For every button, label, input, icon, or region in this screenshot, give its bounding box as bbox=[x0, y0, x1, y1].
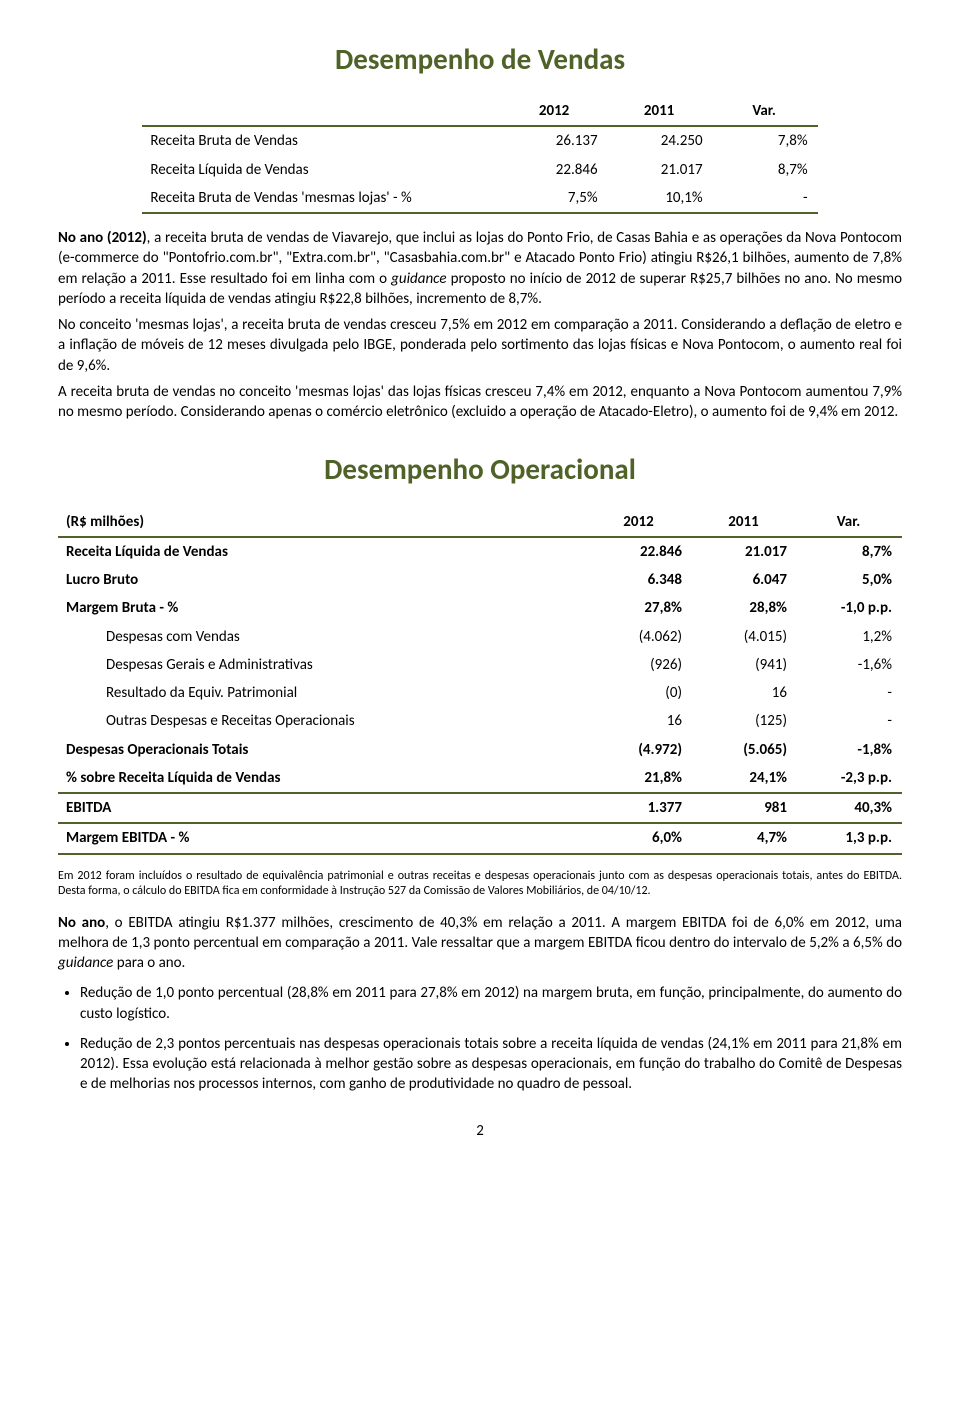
row-label: Despesas com Vendas bbox=[58, 623, 587, 651]
table-row: Receita Bruta de Vendas 'mesmas lojas' -… bbox=[142, 184, 817, 213]
table-row: Receita Líquida de Vendas22.84621.0178,7… bbox=[58, 537, 902, 566]
row-cell: -1,8% bbox=[797, 736, 902, 764]
col-header: 2012 bbox=[587, 508, 692, 537]
row-cell: 16 bbox=[692, 679, 797, 707]
table-row: Despesas Operacionais Totais(4.972)(5.06… bbox=[58, 736, 902, 764]
row-cell: 6.348 bbox=[587, 566, 692, 594]
row-cell: 4,7% bbox=[692, 823, 797, 853]
row-cell: 1.377 bbox=[587, 793, 692, 823]
row-cell: 10,1% bbox=[608, 184, 713, 213]
row-cell: -1,6% bbox=[797, 651, 902, 679]
row-label: Margem Bruta - % bbox=[58, 594, 587, 622]
row-cell: 22.846 bbox=[587, 537, 692, 566]
table-row: Receita Líquida de Vendas22.84621.0178,7… bbox=[142, 156, 817, 184]
col-header bbox=[142, 97, 502, 126]
row-cell: 6,0% bbox=[587, 823, 692, 853]
body-paragraph: No conceito 'mesmas lojas', a receita br… bbox=[58, 315, 902, 376]
bullet-item: Redução de 2,3 pontos percentuais nas de… bbox=[80, 1034, 902, 1095]
row-label: Receita Líquida de Vendas bbox=[58, 537, 587, 566]
table-row: Margem EBITDA - %6,0%4,7%1,3 p.p. bbox=[58, 823, 902, 853]
row-cell: 7,8% bbox=[713, 126, 818, 155]
row-cell: 5,0% bbox=[797, 566, 902, 594]
row-cell: 24.250 bbox=[608, 126, 713, 155]
row-cell: 40,3% bbox=[797, 793, 902, 823]
operational-table: (R$ milhões) 2012 2011 Var. Receita Líqu… bbox=[58, 508, 902, 855]
row-cell: 22.846 bbox=[503, 156, 608, 184]
row-label: Receita Bruta de Vendas 'mesmas lojas' -… bbox=[142, 184, 502, 213]
row-cell: (4.972) bbox=[587, 736, 692, 764]
row-cell: (0) bbox=[587, 679, 692, 707]
row-cell: 1,2% bbox=[797, 623, 902, 651]
table-row: Lucro Bruto6.3486.0475,0% bbox=[58, 566, 902, 594]
row-label: EBITDA bbox=[58, 793, 587, 823]
table-row: Despesas com Vendas(4.062)(4.015)1,2% bbox=[58, 623, 902, 651]
row-cell: 21.017 bbox=[608, 156, 713, 184]
col-header: Var. bbox=[797, 508, 902, 537]
row-cell: 26.137 bbox=[503, 126, 608, 155]
row-cell: - bbox=[713, 184, 818, 213]
row-cell: (926) bbox=[587, 651, 692, 679]
row-cell: 1,3 p.p. bbox=[797, 823, 902, 853]
section1-title: Desempenho de Vendas bbox=[58, 40, 902, 79]
no-ano-lead: No ano bbox=[58, 914, 105, 932]
body-paragraph: No ano (2012), a receita bruta de vendas… bbox=[58, 228, 902, 309]
table-header-row: (R$ milhões) 2012 2011 Var. bbox=[58, 508, 902, 537]
row-label: Lucro Bruto bbox=[58, 566, 587, 594]
row-cell: 27,8% bbox=[587, 594, 692, 622]
table-row: % sobre Receita Líquida de Vendas21,8%24… bbox=[58, 764, 902, 793]
row-cell: (4.015) bbox=[692, 623, 797, 651]
row-label: Receita Líquida de Vendas bbox=[142, 156, 502, 184]
row-cell: -2,3 p.p. bbox=[797, 764, 902, 793]
row-cell: (125) bbox=[692, 707, 797, 735]
row-cell: 24,1% bbox=[692, 764, 797, 793]
row-cell: 8,7% bbox=[797, 537, 902, 566]
row-label: Receita Bruta de Vendas bbox=[142, 126, 502, 155]
col-header: Var. bbox=[713, 97, 818, 126]
table-footnote: Em 2012 foram incluídos o resultado de e… bbox=[58, 869, 902, 899]
row-label: Outras Despesas e Receitas Operacionais bbox=[58, 707, 587, 735]
row-cell: (941) bbox=[692, 651, 797, 679]
page-number: 2 bbox=[58, 1121, 902, 1141]
section2-paragraph: No ano, o EBITDA atingiu R$1.377 milhões… bbox=[58, 913, 902, 974]
row-label: % sobre Receita Líquida de Vendas bbox=[58, 764, 587, 793]
col-header-label: (R$ milhões) bbox=[58, 508, 587, 537]
table-row: Despesas Gerais e Administrativas(926)(9… bbox=[58, 651, 902, 679]
table-row: EBITDA1.37798140,3% bbox=[58, 793, 902, 823]
section1-paragraphs: No ano (2012), a receita bruta de vendas… bbox=[58, 228, 902, 422]
row-cell: 8,7% bbox=[713, 156, 818, 184]
row-label: Despesas Operacionais Totais bbox=[58, 736, 587, 764]
row-label: Despesas Gerais e Administrativas bbox=[58, 651, 587, 679]
row-cell: - bbox=[797, 707, 902, 735]
col-header: 2012 bbox=[503, 97, 608, 126]
row-cell: 7,5% bbox=[503, 184, 608, 213]
col-header: 2011 bbox=[608, 97, 713, 126]
row-cell: (5.065) bbox=[692, 736, 797, 764]
row-cell: 6.047 bbox=[692, 566, 797, 594]
row-cell: 16 bbox=[587, 707, 692, 735]
table-header-row: 2012 2011 Var. bbox=[142, 97, 817, 126]
body-paragraph: A receita bruta de vendas no conceito 'm… bbox=[58, 382, 902, 423]
sales-table: 2012 2011 Var. Receita Bruta de Vendas26… bbox=[142, 97, 817, 214]
row-cell: (4.062) bbox=[587, 623, 692, 651]
section2-title: Desempenho Operacional bbox=[58, 450, 902, 489]
bullet-item: Redução de 1,0 ponto percentual (28,8% e… bbox=[80, 983, 902, 1024]
row-cell: - bbox=[797, 679, 902, 707]
table-row: Margem Bruta - %27,8%28,8%-1,0 p.p. bbox=[58, 594, 902, 622]
table-row: Outras Despesas e Receitas Operacionais1… bbox=[58, 707, 902, 735]
row-cell: 28,8% bbox=[692, 594, 797, 622]
row-label: Resultado da Equiv. Patrimonial bbox=[58, 679, 587, 707]
table-row: Resultado da Equiv. Patrimonial(0)16- bbox=[58, 679, 902, 707]
row-cell: -1,0 p.p. bbox=[797, 594, 902, 622]
bullet-list: Redução de 1,0 ponto percentual (28,8% e… bbox=[58, 983, 902, 1094]
row-cell: 21,8% bbox=[587, 764, 692, 793]
row-label: Margem EBITDA - % bbox=[58, 823, 587, 853]
row-cell: 21.017 bbox=[692, 537, 797, 566]
table-row: Receita Bruta de Vendas26.13724.2507,8% bbox=[142, 126, 817, 155]
row-cell: 981 bbox=[692, 793, 797, 823]
col-header: 2011 bbox=[692, 508, 797, 537]
